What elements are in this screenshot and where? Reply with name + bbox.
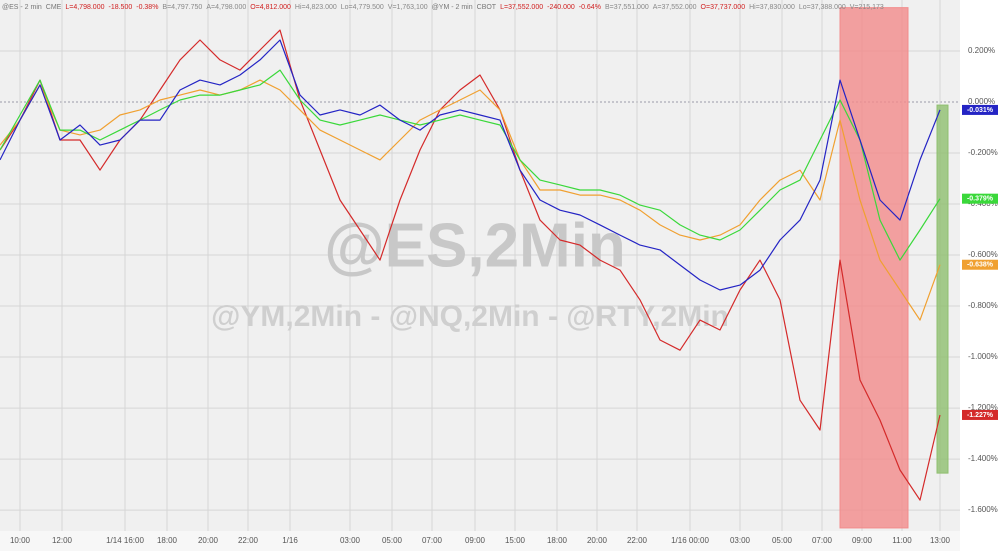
x-tick-label: 12:00 (52, 536, 73, 545)
y-tick-label: -1.000% (968, 352, 998, 361)
end-label: -1.227% (967, 412, 994, 419)
plot-background (0, 0, 960, 531)
header-item: O=37,737.000 (701, 4, 746, 11)
y-tick-label: -0.800% (968, 301, 998, 310)
y-tick-label: -0.600% (968, 250, 998, 259)
x-tick-label: 11:00 (892, 536, 912, 545)
y-tick-label: 0.000% (968, 97, 995, 106)
end-label: -0.638% (967, 262, 994, 269)
x-tick-label: 09:00 (852, 536, 873, 545)
end-label-box (962, 259, 998, 270)
header-item: V=215,173 (850, 4, 884, 11)
end-label-box (962, 193, 998, 204)
x-axis-panel (0, 531, 960, 551)
x-tick-label: 15:00 (505, 536, 526, 545)
spans (839, 7, 949, 529)
header-item: -240.000 (547, 4, 575, 11)
watermark: @ES,2Min (324, 211, 626, 280)
x-tick-label: 03:00 (340, 536, 361, 545)
series-line (0, 79, 941, 321)
axis-panel (960, 0, 1000, 551)
series-line (0, 29, 941, 501)
shaded-span (936, 104, 949, 474)
x-tick-label: 22:00 (238, 536, 259, 545)
y-tick-label: -1.600% (968, 505, 998, 514)
axes: 0.200%0.000%-0.200%-0.400%-0.600%-0.800%… (10, 46, 998, 545)
header-item: CME (46, 4, 62, 11)
header-item: -0.38% (136, 4, 158, 11)
x-tick-label: 07:00 (812, 536, 833, 545)
lines (0, 29, 941, 501)
x-tick-label: 1/16 (282, 536, 298, 545)
header-item: B=4,797.750 (162, 4, 202, 11)
x-tick-label: 03:00 (730, 536, 751, 545)
y-tick-label: -1.400% (968, 454, 998, 463)
end-label: -0.379% (967, 196, 994, 203)
header-item: Hi=4,823.000 (295, 4, 337, 11)
series-line (0, 69, 941, 261)
x-tick-label: 05:00 (772, 536, 793, 545)
x-tick-label: 1/14 16:00 (106, 536, 144, 545)
header-item: -18.500 (108, 4, 132, 11)
header-item: Lo=4,779.500 (341, 4, 384, 11)
header-item: -0.64% (579, 4, 601, 11)
x-tick-label: 18:00 (157, 536, 178, 545)
shaded-span (839, 7, 909, 529)
header-item: L=4,798.000 (65, 4, 104, 11)
header-item: A=4,798.000 (206, 4, 246, 11)
x-tick-label: 05:00 (382, 536, 403, 545)
y-tick-label: -0.200% (968, 148, 998, 157)
header-item: Lo=37,388.000 (799, 4, 846, 11)
y-tick-label: 0.200% (968, 46, 995, 55)
x-tick-label: 10:00 (10, 536, 31, 545)
header-item: B=37,551.000 (605, 4, 649, 11)
header-item: O=4,812.000 (250, 4, 291, 11)
x-tick-label: 20:00 (198, 536, 219, 545)
header-item: L=37,552.000 (500, 4, 543, 11)
grid (0, 0, 960, 531)
x-tick-label: 1/16 00:00 (671, 536, 709, 545)
x-tick-label: 09:00 (465, 536, 486, 545)
x-tick-label: 20:00 (587, 536, 608, 545)
x-tick-label: 13:00 (930, 536, 951, 545)
x-tick-label: 07:00 (422, 536, 443, 545)
x-tick-label: 22:00 (627, 536, 648, 545)
header-item: CBOT (477, 4, 497, 11)
header-item: A=37,552.000 (653, 4, 697, 11)
header-item: V=1,763,100 (388, 4, 428, 11)
watermark-sub: @YM,2Min - @NQ,2Min - @RTY,2Min (211, 300, 729, 333)
end-label: -0.031% (967, 107, 994, 114)
x-tick-label: 18:00 (547, 536, 568, 545)
end-label-box (962, 409, 998, 420)
header-item: @ES - 2 min (2, 4, 42, 11)
header: @ES - 2 min CME L=4,798.000 -18.500 -0.38% B=… (2, 4, 884, 11)
end-label-box (962, 104, 998, 115)
header-item: @YM - 2 min (432, 4, 473, 11)
header-item: Hi=37,830.000 (749, 4, 795, 11)
y-tick-label: -1.200% (968, 403, 998, 412)
series-line (0, 39, 941, 291)
